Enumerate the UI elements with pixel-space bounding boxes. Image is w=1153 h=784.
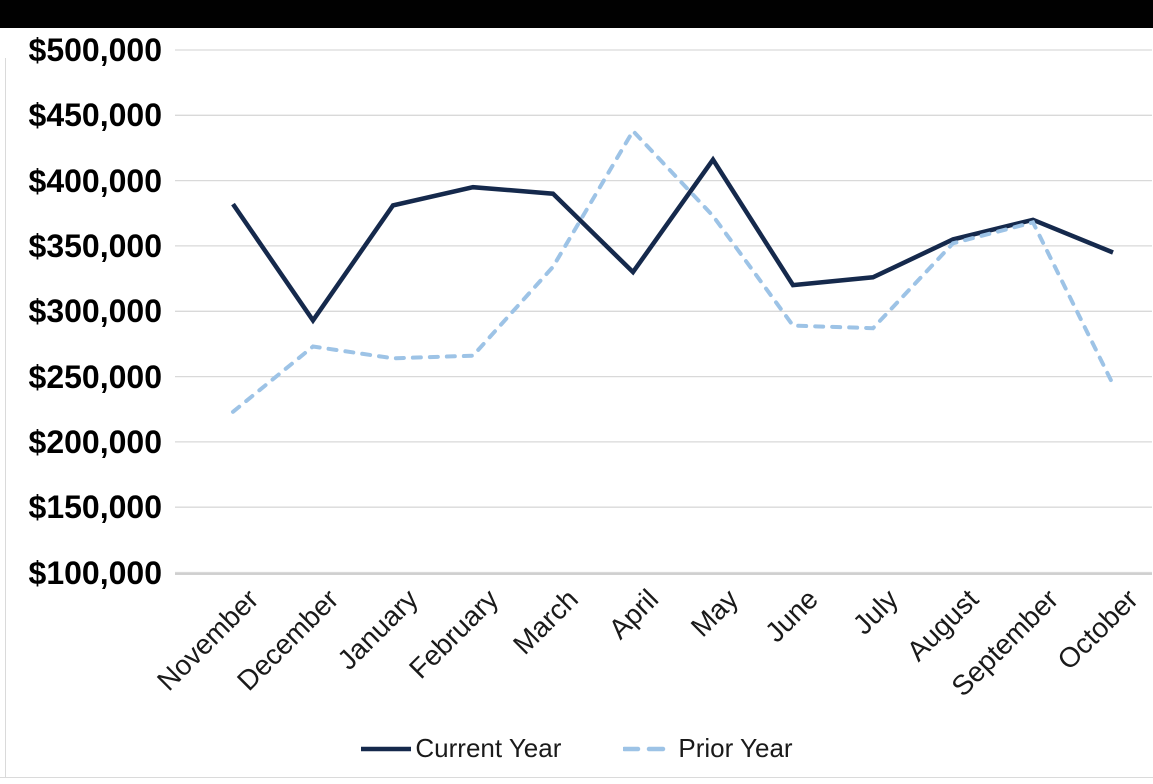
y-axis-tick-label: $200,000 — [28, 423, 162, 460]
y-axis-tick-label: $300,000 — [28, 293, 162, 330]
legend-dashed-line-icon — [623, 746, 676, 751]
series-line-0 — [231, 155, 1114, 325]
y-axis-tick-label: $400,000 — [28, 162, 162, 199]
series-line-1 — [231, 127, 1115, 414]
y-axis-tick-label: $150,000 — [28, 489, 162, 526]
legend-item-current-year: Current Year — [360, 733, 561, 764]
chart-legend: Current Year Prior Year — [0, 733, 1153, 764]
y-axis-tick-label: $350,000 — [28, 227, 162, 264]
top-black-bar — [0, 0, 1153, 28]
y-axis-tick-label: $250,000 — [28, 358, 162, 395]
y-axis-tick-label: $500,000 — [28, 32, 162, 68]
y-axis-tick-label: $450,000 — [28, 97, 162, 134]
legend-item-prior-year: Prior Year — [623, 733, 793, 764]
y-axis-tick-label: $100,000 — [28, 554, 162, 591]
chart-frame-bottom-border — [0, 777, 1153, 778]
chart-frame-left-border — [5, 58, 6, 777]
legend-label-current-year: Current Year — [415, 733, 562, 763]
legend-label-prior-year: Prior Year — [678, 733, 793, 763]
legend-solid-line-icon — [361, 746, 412, 751]
